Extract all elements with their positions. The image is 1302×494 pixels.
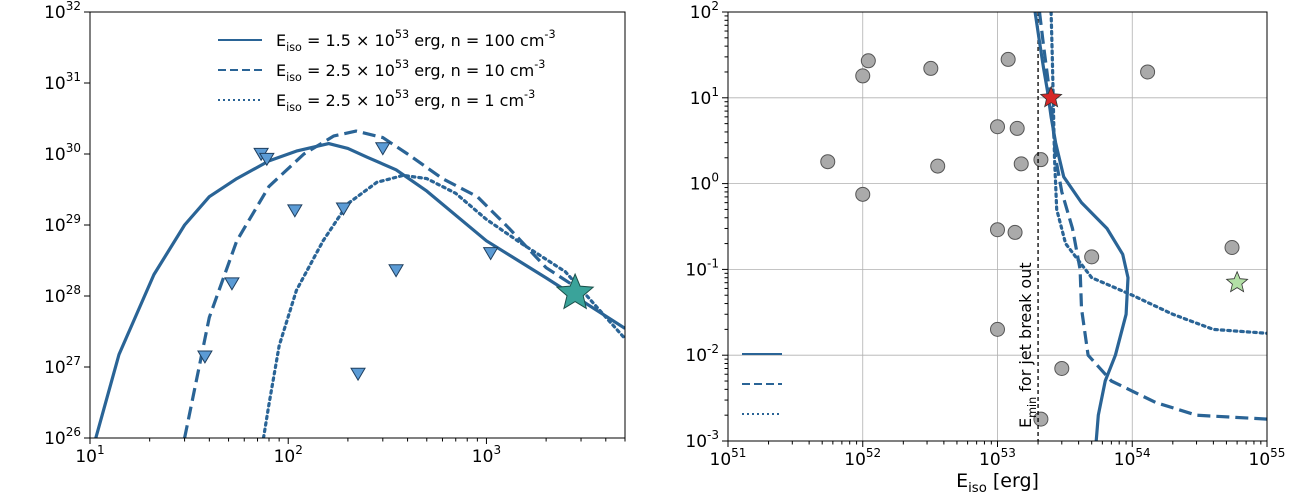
grb-point <box>855 186 871 202</box>
legend-entry-1: Eiso = 1.5 × 1053 erg, n = 100 cm-3 <box>276 28 556 54</box>
grb111209a-star <box>1225 270 1249 293</box>
upper-limit-point <box>335 202 352 216</box>
upper-limit-point <box>197 350 213 364</box>
grb-point <box>1000 51 1016 67</box>
y-tick-label: 1027 <box>44 354 81 378</box>
y-tick-label: 102 <box>690 0 719 23</box>
y-tick-label: 10-2 <box>685 342 719 366</box>
y-tick-label: 1026 <box>44 425 81 449</box>
ptf10hgi-star-marker <box>555 272 595 310</box>
x-tick-label: 101 <box>75 443 104 467</box>
grb-point <box>923 60 939 76</box>
grb-point <box>1007 224 1023 240</box>
grb-point <box>1140 64 1156 80</box>
y-tick-label: 10-1 <box>685 256 719 280</box>
x-tick-label: 1051 <box>710 446 747 470</box>
upper-limit-point <box>374 142 391 156</box>
upper-limit-point <box>388 264 404 278</box>
y-tick-label: 1032 <box>44 0 81 23</box>
grb-point <box>1033 411 1049 427</box>
grb-point <box>1084 249 1100 265</box>
legend-entry-3: Eiso = 2.5 × 1053 erg, n = 1 cm-3 <box>276 88 535 114</box>
light-curve-panel: 101 102 103 1026 1027 1028 1029 1030 1031 1032 Eis… <box>44 0 626 467</box>
grb-point <box>1013 156 1029 172</box>
x-tick-label: 102 <box>274 443 303 467</box>
y-tick-label: 101 <box>690 85 719 109</box>
grb-point <box>990 321 1005 337</box>
grb-point <box>930 158 946 174</box>
series-line-2 <box>183 129 582 438</box>
grb-point <box>990 119 1005 135</box>
series-line-1 <box>94 142 625 438</box>
x-axis-label: Eiso [erg] <box>956 470 1039 494</box>
series-line-3 <box>261 173 625 438</box>
angle-curve-3 <box>1049 12 1267 335</box>
y-tick-label: 100 <box>690 171 719 195</box>
x-tick-label: 103 <box>472 443 501 467</box>
legend-entry-2: Eiso = 2.5 × 1053 erg, n = 10 cm-3 <box>276 58 545 84</box>
angle-curve-1 <box>1033 12 1130 441</box>
grb-point <box>820 154 836 170</box>
y-tick-label: 1030 <box>44 141 81 165</box>
grb-point <box>1009 120 1025 136</box>
upper-limit-point <box>258 152 275 167</box>
plot-area <box>94 129 625 438</box>
x-tick-label: 1054 <box>1114 446 1151 470</box>
upper-limit-point <box>350 367 366 382</box>
jet-breakout-label: Emin for jet break out <box>1016 262 1039 428</box>
y-tick-label: 1028 <box>44 283 81 307</box>
grb-point <box>1224 239 1240 255</box>
x-tick-label: 1055 <box>1249 446 1286 470</box>
y-tick-label: 10-3 <box>685 428 719 452</box>
y-tick-label: 1031 <box>44 70 81 94</box>
grb-point <box>1054 360 1070 376</box>
first-source-star <box>1039 85 1063 108</box>
y-tick-label: 1029 <box>44 212 81 236</box>
grb-point <box>860 53 876 69</box>
upper-limit-point <box>286 204 303 218</box>
x-tick-label: 1052 <box>844 446 881 470</box>
grb-point <box>1033 152 1049 168</box>
upper-limit-point <box>482 247 499 261</box>
plot-area <box>820 12 1267 441</box>
energy-density-panel: Emin for jet break out 1051 1052 1053 1054 10… <box>685 0 1285 494</box>
grb-point <box>990 222 1005 238</box>
grb-point <box>855 68 871 84</box>
x-tick-label: 1053 <box>979 446 1016 470</box>
upper-limit-point <box>224 277 240 291</box>
